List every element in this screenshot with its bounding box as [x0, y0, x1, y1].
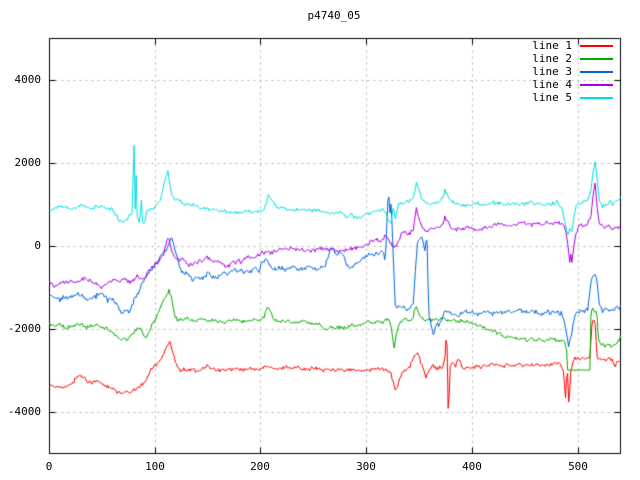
y-tick-label: 2000 [14, 156, 42, 169]
legend-sample-line-icon [580, 70, 613, 73]
legend-item-line-4: line 4 [520, 78, 616, 91]
legend-item-line-1: line 1 [520, 39, 616, 52]
y-tick-label: -4000 [7, 405, 41, 418]
legend-label: line 5 [532, 91, 572, 104]
legend-sample-line-icon [580, 57, 613, 60]
legend-label: line 3 [532, 65, 572, 78]
chart-title: p4740_05 [307, 9, 361, 22]
legend-item-line-2: line 2 [520, 52, 616, 65]
y-tick-label: 4000 [14, 73, 42, 86]
y-tick-label: -2000 [7, 322, 41, 335]
y-tick-label: 0 [34, 239, 41, 252]
x-tick-label: 100 [145, 460, 165, 473]
legend-item-line-5: line 5 [520, 91, 616, 104]
x-tick-label: 0 [45, 460, 53, 473]
x-tick-label: 300 [356, 460, 376, 473]
x-tick-label: 400 [462, 460, 482, 473]
legend-sample-line-icon [580, 96, 613, 99]
legend-label: line 1 [532, 39, 572, 52]
legend-sample-line-icon [580, 83, 613, 86]
legend-label: line 2 [532, 52, 572, 65]
legend-item-line-3: line 3 [520, 65, 616, 78]
x-tick-label: 500 [568, 460, 588, 473]
legend: line 1 line 2 line 3 line 4 line 5 [520, 39, 616, 104]
legend-sample-line-icon [580, 44, 613, 47]
x-tick-label: 200 [250, 460, 270, 473]
legend-label: line 4 [532, 78, 572, 91]
